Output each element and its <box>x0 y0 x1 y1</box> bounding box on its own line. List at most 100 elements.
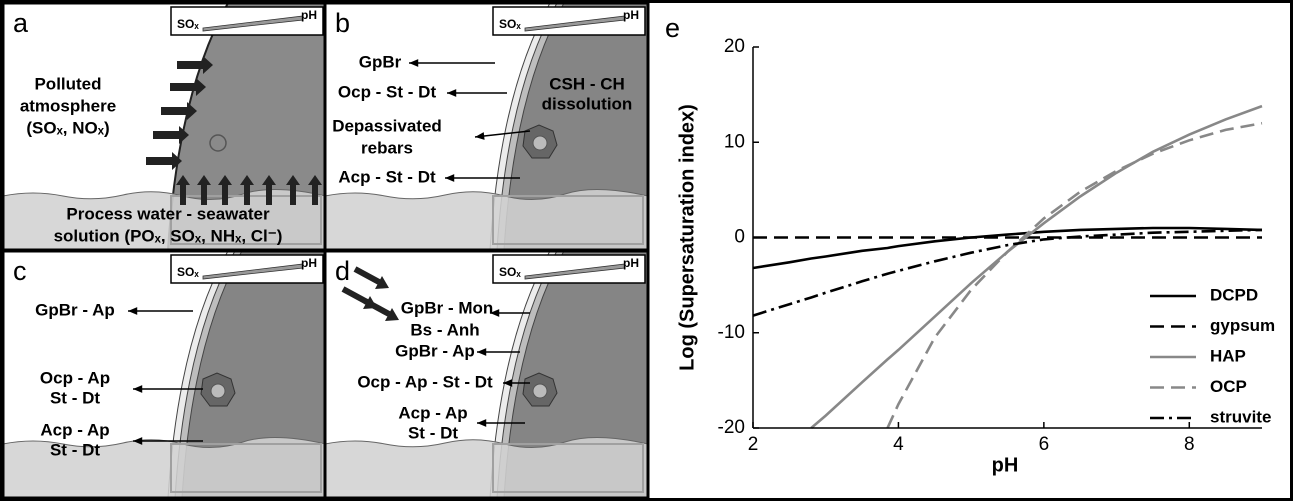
foundation-outline <box>492 443 644 493</box>
panel-letter: d <box>335 256 350 286</box>
water-arrow <box>218 175 232 205</box>
rebar <box>532 135 548 151</box>
pollution-arrow <box>363 298 391 317</box>
panel-label: CSH - CH <box>549 74 625 93</box>
legend-label: HAP <box>1210 346 1246 365</box>
panel-label: Depassivated <box>332 116 442 135</box>
ground <box>324 189 649 251</box>
panel: SOₓ pH GpBr - Mon Bs - Anh GpBr - Ap Ocp - Ap… <box>323 249 650 500</box>
rebar <box>209 134 227 152</box>
series-line <box>752 228 1263 317</box>
label-arrow-head <box>133 437 143 445</box>
label-arrow-head <box>409 59 419 67</box>
gauge <box>492 254 646 284</box>
pollution-arrow <box>353 266 381 285</box>
gauge-bar <box>202 263 304 280</box>
water-arrow <box>197 175 211 205</box>
rebar <box>210 383 226 399</box>
y-axis-label: Log (Supersaturation index) <box>676 104 698 371</box>
y-tick-label: 20 <box>724 36 745 57</box>
y-tick-label: -10 <box>718 322 745 343</box>
panel-label: solution (POₓ, SOₓ, NHₓ, Cl⁻) <box>54 226 283 245</box>
panel-label: GpBr <box>359 52 402 71</box>
gauge-label: SOₓ <box>499 17 521 31</box>
gauge-label: pH <box>623 8 639 22</box>
label-arrow-head <box>445 174 455 182</box>
pollution-arrow <box>177 56 213 74</box>
panel-label: Acp - Ap <box>398 403 467 422</box>
panel-label: Acp - St - Dt <box>338 167 436 186</box>
panel-label: rebars <box>361 138 413 157</box>
panel-label: Ocp - Ap <box>40 368 110 387</box>
water-arrow <box>240 175 254 205</box>
panel-label: Ocp - Ap - St - Dt <box>357 372 493 391</box>
label-arrow-head <box>475 132 485 140</box>
panel-label: Polluted <box>34 74 101 93</box>
x-tick-label: 2 <box>748 434 759 455</box>
pollution-arrow-head <box>375 276 389 289</box>
gauge-label: pH <box>623 256 639 270</box>
label-arrow-head <box>503 379 513 387</box>
gauge-bar <box>524 15 626 32</box>
panel-label: Ocp - St - Dt <box>338 82 437 101</box>
gauge-bar <box>524 263 626 280</box>
foundation-outline <box>492 195 644 245</box>
panel-label: (SOₓ, NOₓ) <box>26 118 109 137</box>
water-arrow <box>308 175 322 205</box>
pollution-arrow <box>153 126 189 144</box>
gauge <box>170 6 324 36</box>
gauge-label: SOₓ <box>177 265 199 279</box>
panel-letter: c <box>13 256 27 286</box>
panel-label: GpBr - Ap <box>35 300 115 319</box>
panel-letter: e <box>665 13 680 43</box>
panel-label: Acp - Ap <box>40 420 109 439</box>
label-arrow-head <box>490 309 500 317</box>
panel-label: GpBr - Mon <box>401 298 494 317</box>
gauge-bar <box>202 15 304 32</box>
gauge <box>492 6 646 36</box>
water-arrow <box>176 175 190 205</box>
panel-label: Bs - Anh <box>410 320 479 339</box>
panel-letter: b <box>335 8 350 38</box>
panel-label: atmosphere <box>20 96 116 115</box>
panel-label: St - Dt <box>50 388 100 407</box>
y-tick-label: 0 <box>734 227 745 248</box>
label-arrow-head <box>447 89 457 97</box>
panel-label: St - Dt <box>408 423 458 442</box>
x-tick-label: 8 <box>1184 434 1195 455</box>
pollution-arrow <box>170 78 206 96</box>
y-tick-label: 10 <box>724 131 745 152</box>
legend-label: OCP <box>1210 377 1247 396</box>
panel: SOₓ pH Polluted atmosphere (SOₓ, NOₓ) Process… <box>1 1 328 252</box>
legend-label: gypsum <box>1210 316 1275 335</box>
panel-label: St - Dt <box>50 440 100 459</box>
label-arrow-head <box>133 385 143 393</box>
x-tick-label: 6 <box>1039 434 1050 455</box>
panel-label: Process water - seawater <box>66 204 270 223</box>
panel: SOₓ pH GpBr Ocp - St - Dt Depassivated rebars… <box>323 1 650 252</box>
x-axis-label: pH <box>992 454 1019 476</box>
gauge-label: SOₓ <box>177 17 199 31</box>
label-arrow-head <box>128 307 138 315</box>
series-line <box>886 121 1263 429</box>
legend-label: DCPD <box>1210 285 1258 304</box>
water-arrow <box>262 175 276 205</box>
gauge-label: SOₓ <box>499 265 521 279</box>
pollution-arrow-head <box>385 308 399 321</box>
panel-letter: a <box>13 8 29 38</box>
pollution-arrow <box>161 102 197 120</box>
legend-label: struvite <box>1210 407 1271 426</box>
label-arrow-head <box>477 419 487 427</box>
pollution-arrow <box>146 152 182 170</box>
label-arrow-head <box>477 348 487 356</box>
gauge-label: pH <box>301 256 317 270</box>
pollution-arrow <box>341 286 369 305</box>
ground <box>324 437 649 499</box>
panel-label: dissolution <box>542 94 633 113</box>
label-arrow <box>474 130 531 138</box>
y-tick-label: -20 <box>718 417 745 438</box>
water-arrow <box>286 175 300 205</box>
x-tick-label: 4 <box>893 434 904 455</box>
